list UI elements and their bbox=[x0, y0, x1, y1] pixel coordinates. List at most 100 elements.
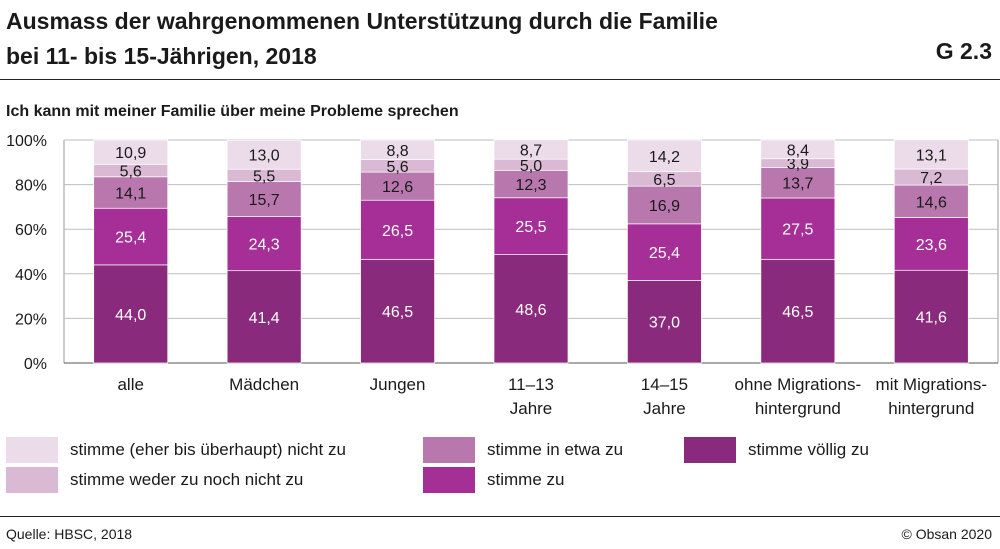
data-label: 13,7 bbox=[782, 176, 813, 193]
bar-segment bbox=[226, 270, 302, 364]
data-label: 13,1 bbox=[916, 147, 947, 164]
x-tick-label: hintergrund bbox=[755, 399, 841, 418]
bar-segment bbox=[493, 169, 569, 199]
bar-segment bbox=[627, 139, 702, 173]
bar-segment bbox=[627, 280, 702, 364]
bar-segment bbox=[627, 185, 702, 225]
data-label: 37,0 bbox=[649, 315, 680, 332]
bar-segment bbox=[893, 217, 969, 271]
legend-item-voellig-zu: stimme völlig zu bbox=[684, 437, 869, 463]
legend-label-nicht-zu: stimme (eher bis überhaupt) nicht zu bbox=[70, 440, 346, 459]
x-tick-label: Mädchen bbox=[229, 375, 299, 394]
data-label: 26,5 bbox=[382, 223, 413, 240]
chart-subtitle: Ich kann mit meiner Familie über meine P… bbox=[6, 103, 459, 120]
x-tick-label: Jungen bbox=[370, 375, 426, 394]
data-label: 13,0 bbox=[249, 148, 280, 165]
bar-segment bbox=[226, 139, 302, 170]
bar-segment bbox=[360, 139, 435, 160]
data-label: 41,6 bbox=[916, 310, 947, 327]
data-label: 8,4 bbox=[787, 142, 809, 159]
legend-label-weder: stimme weder zu noch nicht zu bbox=[70, 470, 304, 489]
legend-label-in-etwa-zu: stimme in etwa zu bbox=[487, 440, 624, 459]
data-label: 7,2 bbox=[920, 170, 942, 187]
x-tick-label: mit Migrations- bbox=[876, 375, 987, 394]
data-label: 25,4 bbox=[649, 245, 680, 262]
x-tick-label: 14–15 bbox=[641, 375, 688, 394]
data-label: 16,9 bbox=[649, 198, 680, 215]
data-label: 48,6 bbox=[515, 302, 546, 319]
bar-segment bbox=[360, 258, 435, 364]
y-tick-label: 0% bbox=[24, 356, 47, 373]
data-label: 15,7 bbox=[249, 192, 280, 209]
bar-segment bbox=[360, 199, 435, 260]
legend-item-weder: stimme weder zu noch nicht zu bbox=[6, 467, 303, 493]
source-note: Quelle: HBSC, 2018 bbox=[6, 526, 133, 542]
bar-segment bbox=[226, 181, 302, 217]
data-label: 6,5 bbox=[653, 172, 675, 189]
bar-segment bbox=[360, 171, 435, 201]
data-label: 46,5 bbox=[782, 304, 813, 321]
data-label: 41,4 bbox=[249, 310, 280, 327]
x-tick-label: 11–13 bbox=[508, 375, 554, 394]
data-label: 5,5 bbox=[253, 168, 275, 185]
y-tick-label: 40% bbox=[15, 267, 47, 284]
data-label: 25,4 bbox=[115, 230, 146, 247]
legend-label-voellig-zu: stimme völlig zu bbox=[748, 440, 869, 459]
bar-segment bbox=[893, 139, 969, 170]
bar-segment bbox=[93, 139, 169, 165]
data-label: 8,8 bbox=[386, 143, 408, 160]
bar-segment bbox=[93, 264, 169, 364]
top-rule bbox=[0, 79, 1000, 80]
data-label: 14,1 bbox=[115, 186, 146, 203]
legend-item-nicht-zu: stimme (eher bis überhaupt) nicht zu bbox=[6, 437, 346, 463]
chart-title: Ausmass der wahrgenommenen Unterstützung… bbox=[6, 4, 718, 74]
data-label: 44,0 bbox=[115, 307, 146, 324]
data-label: 23,6 bbox=[916, 237, 947, 254]
legend-item-in-etwa-zu: stimme in etwa zu bbox=[423, 437, 623, 463]
legend-swatch-zu bbox=[423, 467, 475, 493]
data-label: 5,6 bbox=[386, 159, 408, 176]
y-tick-label: 60% bbox=[15, 222, 47, 239]
x-tick-label: Jahre bbox=[643, 399, 686, 418]
data-label: 12,6 bbox=[382, 179, 413, 196]
bottom-rule bbox=[0, 516, 1000, 517]
chart-code: G 2.3 bbox=[935, 38, 992, 64]
data-label: 46,5 bbox=[382, 304, 413, 321]
y-tick-label: 100% bbox=[6, 133, 47, 150]
data-label: 3,9 bbox=[787, 156, 809, 173]
data-label: 14,6 bbox=[916, 194, 947, 211]
data-label: 27,5 bbox=[782, 222, 813, 239]
legend-swatch-weder bbox=[6, 467, 58, 493]
data-label: 25,5 bbox=[515, 219, 546, 236]
bar-segment bbox=[627, 223, 702, 281]
bar-segment bbox=[493, 139, 569, 160]
x-tick-label: hintergrund bbox=[888, 399, 974, 418]
legend-swatch-in-etwa-zu bbox=[423, 437, 475, 463]
bar-segment bbox=[493, 254, 569, 364]
data-label: 5,6 bbox=[120, 164, 142, 181]
bar-segment bbox=[226, 216, 302, 272]
data-label: 8,7 bbox=[520, 142, 542, 159]
bar-segment bbox=[893, 184, 969, 218]
x-tick-label: ohne Migrations- bbox=[735, 375, 862, 394]
x-tick-label: alle bbox=[117, 375, 143, 394]
legend-label-zu: stimme zu bbox=[487, 470, 565, 489]
y-tick-label: 80% bbox=[15, 178, 47, 195]
data-label: 24,3 bbox=[249, 237, 280, 254]
data-label: 5,0 bbox=[520, 158, 542, 175]
legend-item-zu: stimme zu bbox=[423, 467, 564, 493]
data-label: 12,3 bbox=[515, 177, 546, 194]
chart-title-line1: Ausmass der wahrgenommenen Unterstützung… bbox=[6, 8, 718, 34]
copyright-note: © Obsan 2020 bbox=[901, 526, 993, 542]
bar-segment bbox=[760, 139, 836, 160]
bar-segment bbox=[760, 258, 836, 364]
x-tick-label: Jahre bbox=[510, 399, 553, 418]
data-label: 10,9 bbox=[115, 145, 146, 162]
legend-swatch-voellig-zu bbox=[684, 437, 736, 463]
y-tick-label: 20% bbox=[15, 311, 47, 328]
legend-swatch-nicht-zu bbox=[6, 437, 58, 463]
chart-title-line2: bei 11- bis 15-Jährigen, 2018 bbox=[6, 43, 317, 69]
bar-segment bbox=[493, 197, 569, 255]
data-label: 14,2 bbox=[649, 149, 680, 166]
